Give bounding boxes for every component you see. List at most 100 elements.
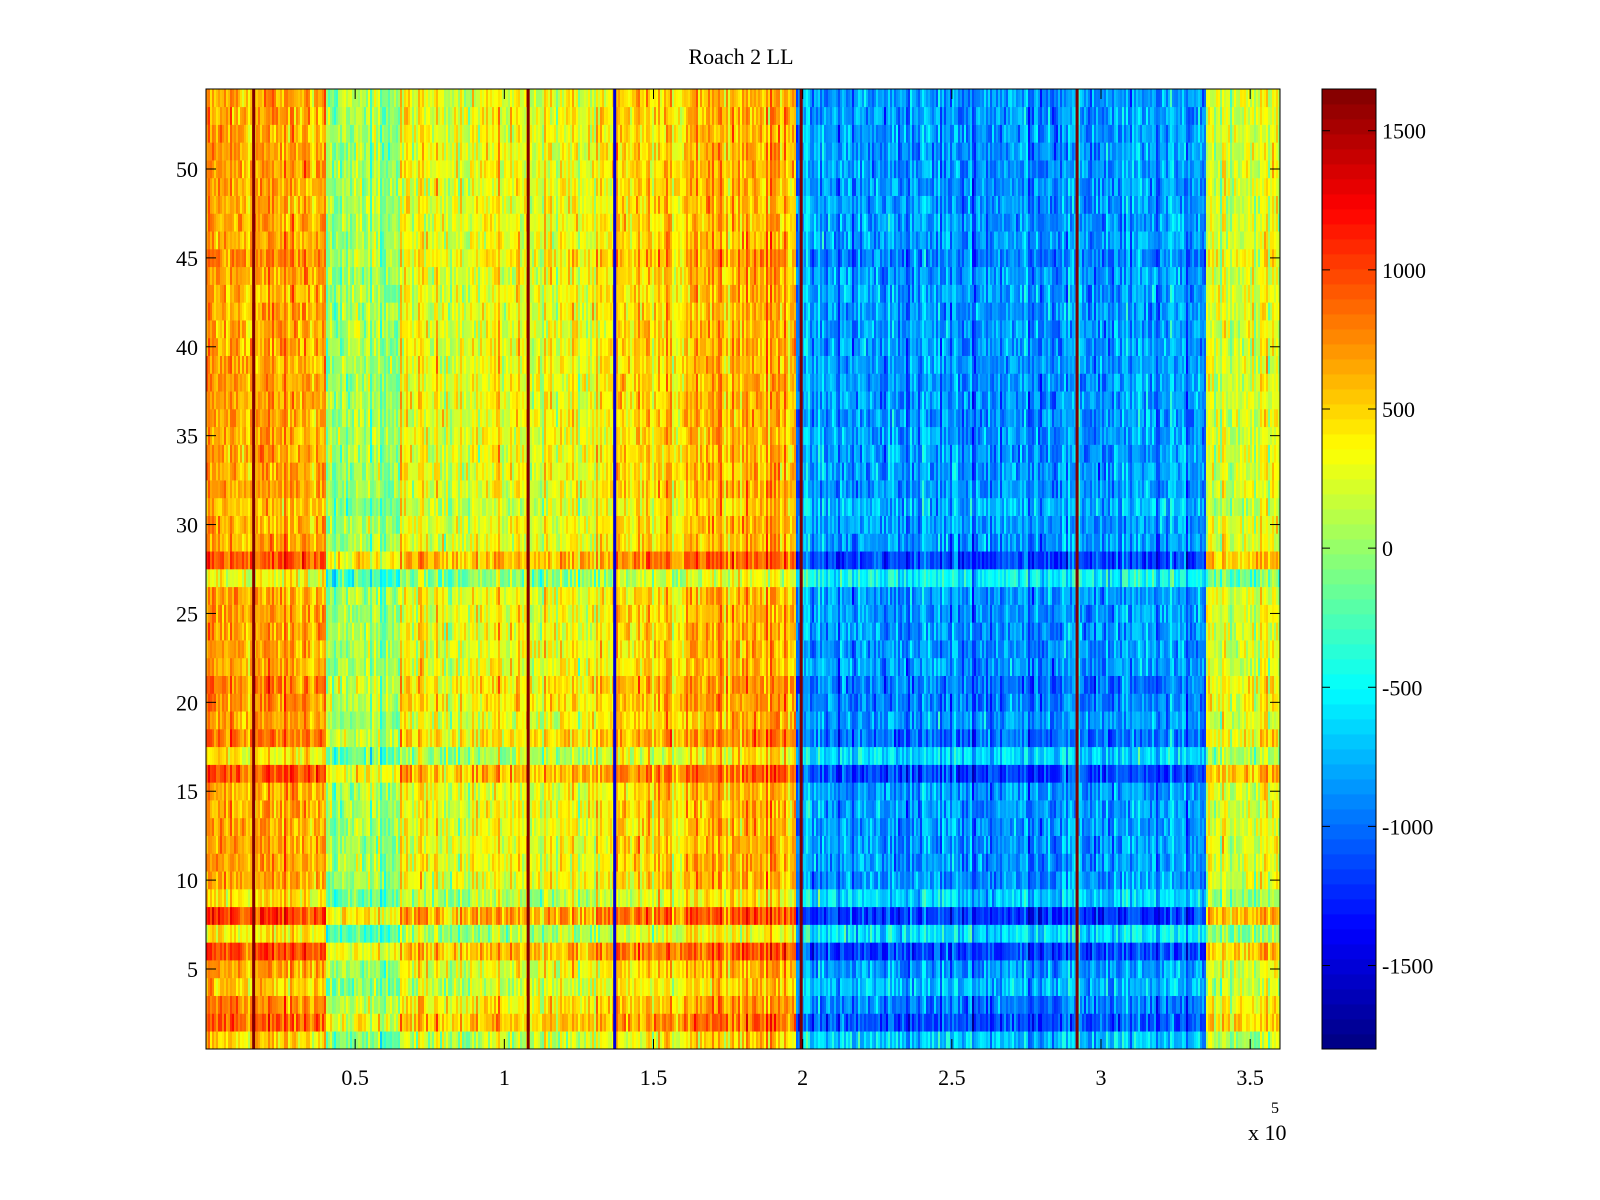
heatmap-cell xyxy=(1258,942,1261,961)
heatmap-cell xyxy=(982,906,985,925)
heatmap-cell xyxy=(484,889,487,908)
heatmap-cell xyxy=(342,960,345,979)
heatmap-cell xyxy=(842,906,845,925)
heatmap-cell xyxy=(366,871,369,890)
heatmap-cell xyxy=(628,1031,631,1050)
heatmap-cell xyxy=(990,977,993,996)
heatmap-cell xyxy=(1224,906,1227,925)
heatmap-cell xyxy=(564,1013,567,1032)
heatmap-cell xyxy=(882,995,885,1014)
heatmap-cell xyxy=(418,924,421,943)
heatmap-cell xyxy=(1044,995,1047,1014)
heatmap-cell xyxy=(262,960,265,979)
heatmap-cell xyxy=(1120,1031,1123,1050)
heatmap-cell xyxy=(478,942,481,961)
heatmap-cell xyxy=(744,977,747,996)
heatmap-cell xyxy=(674,1031,677,1050)
heatmap-cell xyxy=(836,942,839,961)
heatmap-cell xyxy=(932,995,935,1014)
heatmap-cell xyxy=(424,924,427,943)
heatmap-cell xyxy=(244,960,247,979)
heatmap-cell xyxy=(856,942,859,961)
heatmap-cell xyxy=(1176,906,1179,925)
heatmap-cell xyxy=(492,871,495,890)
heatmap-cell xyxy=(274,1031,277,1050)
heatmap-cell xyxy=(1200,977,1203,996)
heatmap-cell xyxy=(488,906,491,925)
heatmap-cell xyxy=(464,1013,467,1032)
heatmap-cell xyxy=(710,906,713,925)
heatmap-cell xyxy=(724,1013,727,1032)
heatmap-cell xyxy=(398,924,401,943)
heatmap-cell xyxy=(264,942,267,961)
heatmap-cell xyxy=(222,1013,225,1032)
heatmap-cell xyxy=(1136,1031,1139,1050)
heatmap-cell xyxy=(1262,960,1265,979)
heatmap-cell xyxy=(1154,977,1157,996)
heatmap-cell xyxy=(956,942,959,961)
heatmap-cell xyxy=(1132,906,1135,925)
heatmap-cell xyxy=(292,871,295,890)
heatmap-cell xyxy=(968,942,971,961)
heatmap-cell xyxy=(348,1031,351,1050)
heatmap-cell xyxy=(1188,1013,1191,1032)
heatmap-cell xyxy=(1258,1031,1261,1050)
heatmap-cell xyxy=(372,960,375,979)
heatmap-cell xyxy=(1268,977,1271,996)
heatmap-cell xyxy=(1102,906,1105,925)
heatmap-cell xyxy=(1214,906,1217,925)
heatmap-cell xyxy=(886,1013,889,1032)
heatmap-cell xyxy=(740,942,743,961)
heatmap-cell xyxy=(1206,1013,1209,1032)
heatmap-cell xyxy=(324,977,327,996)
heatmap-cell xyxy=(396,889,399,908)
heatmap-cell xyxy=(678,995,681,1014)
heatmap-cell xyxy=(684,1031,687,1050)
heatmap-cell xyxy=(798,995,801,1014)
heatmap-cell xyxy=(458,924,461,943)
heatmap-cell xyxy=(326,995,329,1014)
heatmap-cell xyxy=(898,977,901,996)
heatmap-cell xyxy=(362,942,365,961)
heatmap-cell xyxy=(216,1031,219,1050)
heatmap-cell xyxy=(576,906,579,925)
heatmap-cell xyxy=(1250,1013,1253,1032)
heatmap-cell xyxy=(768,960,771,979)
heatmap-cell xyxy=(686,977,689,996)
heatmap-cell xyxy=(1242,942,1245,961)
heatmap-cell xyxy=(1082,960,1085,979)
heatmap-cell xyxy=(892,924,895,943)
heatmap-cell xyxy=(438,977,441,996)
heatmap-cell xyxy=(360,1031,363,1050)
heatmap-cell xyxy=(514,889,517,908)
heatmap-cell xyxy=(560,995,563,1014)
heatmap-cell xyxy=(862,906,865,925)
heatmap-cell xyxy=(984,924,987,943)
heatmap-cell xyxy=(602,995,605,1014)
heatmap-cell xyxy=(1248,924,1251,943)
heatmap-cell xyxy=(424,995,427,1014)
heatmap-cell xyxy=(558,906,561,925)
heatmap-cell xyxy=(962,960,965,979)
heatmap-cell xyxy=(704,924,707,943)
heatmap-cell xyxy=(904,889,907,908)
heatmap-cell xyxy=(946,1031,949,1050)
heatmap-cell xyxy=(702,1031,705,1050)
heatmap-cell xyxy=(1058,960,1061,979)
heatmap-cell xyxy=(714,889,717,908)
heatmap-cell xyxy=(426,960,429,979)
heatmap-cell xyxy=(290,942,293,961)
heatmap-cell xyxy=(296,889,299,908)
heatmap-cell xyxy=(1212,942,1215,961)
heatmap-cell xyxy=(1152,1031,1155,1050)
heatmap-cell xyxy=(1170,906,1173,925)
heatmap-cell xyxy=(550,924,553,943)
heatmap-cell xyxy=(1246,889,1249,908)
heatmap-cell xyxy=(522,906,525,925)
heatmap-cell xyxy=(716,960,719,979)
heatmap-cell xyxy=(1094,960,1097,979)
heatmap-cell xyxy=(1180,977,1183,996)
heatmap-cell xyxy=(1192,906,1195,925)
heatmap-cell xyxy=(886,960,889,979)
heatmap-cell xyxy=(456,906,459,925)
